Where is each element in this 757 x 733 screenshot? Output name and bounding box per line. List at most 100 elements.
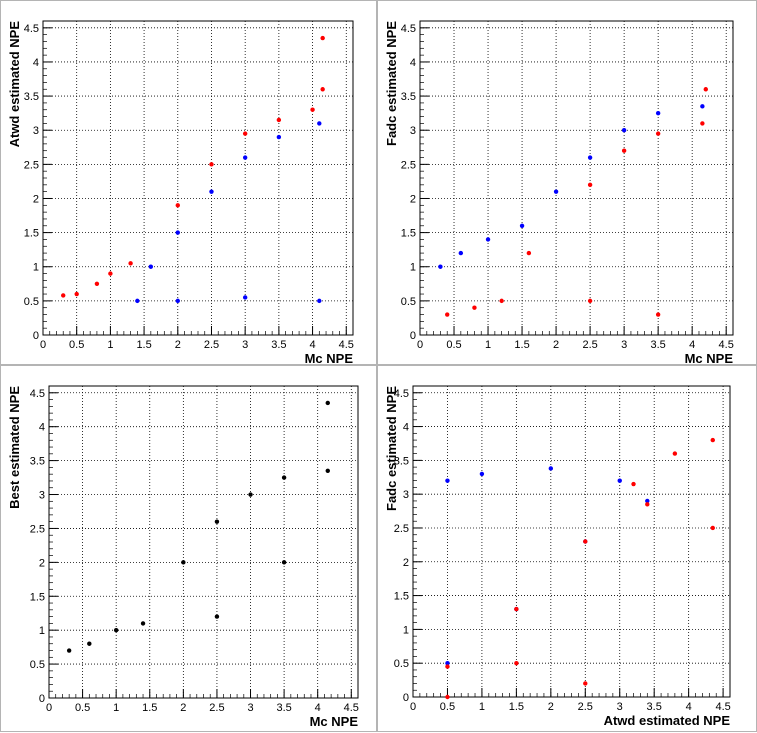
x-tick-label: 0.5 (440, 701, 455, 713)
data-point (281, 560, 287, 565)
data-point (276, 117, 282, 123)
y-axis-title: Atwd estimated NPE (7, 21, 22, 148)
data-point (514, 660, 519, 666)
data-point (87, 641, 92, 646)
x-axis-title: Atwd estimated NPE (604, 713, 731, 728)
data-point (248, 492, 253, 497)
data-point (242, 131, 248, 136)
x-tick-label: 1 (485, 339, 491, 351)
x-tick-label: 0 (46, 702, 52, 714)
y-tick-label: 0.5 (24, 296, 39, 308)
data-point (645, 502, 650, 507)
y-tick-label: 1 (39, 625, 45, 637)
x-tick-label: 0 (410, 701, 416, 713)
plot-frame (419, 20, 734, 336)
x-tick-label: 3 (247, 702, 253, 714)
data-point (458, 250, 464, 256)
y-tick-label: 3 (33, 125, 39, 137)
plot-frame (412, 385, 731, 698)
y-tick-label: 3.5 (24, 91, 39, 103)
data-point (317, 121, 322, 126)
data-point (587, 298, 593, 304)
data-point (548, 466, 554, 471)
plot-fadc-vs-mc: 0 0.5 1 1.5 2 2.5 3 3.5 4 4.5 0 0.5 1 1.5 2 2.5 3 3.5 4 4.5… (384, 20, 734, 366)
pad-best-vs-mc: 0 0.5 1 1.5 2 2.5 3 3.5 4 4.5 0 0.5 1 1.5 2 2.5 3 3.5 4 4.5… (0, 365, 377, 732)
data-point (703, 87, 708, 92)
data-point (135, 298, 140, 304)
y-tick-label: 0 (410, 330, 416, 342)
data-point (175, 298, 180, 304)
data-point (445, 660, 450, 666)
x-tick-label: 4 (315, 702, 321, 714)
y-tick-label: 2.5 (394, 523, 409, 535)
data-point (74, 291, 79, 297)
data-point (325, 468, 330, 473)
y-tick-label: 1 (410, 262, 416, 274)
y-axis-title: Fadc estimated NPE (384, 21, 399, 146)
data-point (209, 162, 214, 167)
y-tick-label: 4.5 (24, 23, 39, 35)
y-tick-label: 2 (410, 193, 416, 205)
x-tick-label: 0.5 (446, 339, 461, 351)
data-point (472, 305, 477, 310)
x-tick-label: 3.5 (271, 339, 286, 351)
data-point (553, 189, 559, 194)
data-point (181, 560, 186, 565)
x-axis-title: Mc NPE (685, 351, 734, 366)
y-tick-label: 2 (403, 557, 409, 569)
y-axis-title: Fadc estimated NPE (384, 386, 399, 511)
y-tick-label: 0.5 (394, 658, 409, 670)
y-tick-label: 4 (410, 57, 416, 69)
data-point (617, 478, 622, 483)
data-point (445, 694, 450, 700)
y-tick-label: 1.5 (394, 591, 409, 603)
data-point (631, 481, 636, 487)
data-point (514, 606, 519, 612)
data-point (485, 237, 491, 242)
data-point (672, 451, 678, 456)
data-point (700, 121, 705, 126)
pad-atwd-vs-mc: 0 0.5 1 1.5 2 2.5 3 3.5 4 4.5 0 0.5 1 1.5 2 2.5 3 3.5 4 4.5… (0, 0, 377, 366)
x-tick-label: 2.5 (204, 339, 219, 351)
plot-best-vs-mc: 0 0.5 1 1.5 2 2.5 3 3.5 4 4.5 0 0.5 1 1.5 2 2.5 3 3.5 4 4.5… (7, 385, 359, 729)
x-tick-label: 1.5 (509, 701, 524, 713)
x-tick-label: 1 (113, 702, 119, 714)
x-tick-label: 2 (548, 701, 554, 713)
data-point (587, 182, 593, 188)
x-tick-label: 4 (686, 701, 692, 713)
y-tick-label: 4 (403, 422, 409, 434)
x-tick-label: 0.5 (69, 339, 84, 351)
y-tick-label: 1.5 (30, 591, 45, 603)
pad-fadc-vs-atwd: 0 0.5 1 1.5 2 2.5 3 3.5 4 4.5 0 0.5 1 1.5 2 2.5 3 3.5 4 4.5… (377, 365, 757, 732)
pad-fadc-vs-mc: 0 0.5 1 1.5 2 2.5 3 3.5 4 4.5 0 0.5 1 1.5 2 2.5 3 3.5 4 4.5… (377, 0, 757, 366)
x-tick-label: 3 (621, 339, 627, 351)
data-point (317, 298, 322, 304)
y-tick-label: 3.5 (401, 91, 416, 103)
x-tick-label: 1.5 (514, 339, 529, 351)
data-point (710, 437, 715, 443)
data-point (214, 519, 220, 524)
data-point (276, 134, 282, 140)
y-tick-label: 4 (39, 422, 45, 434)
data-point (320, 35, 325, 41)
data-point (655, 110, 661, 116)
data-point (587, 155, 593, 160)
y-tick-label: 0.5 (401, 296, 416, 308)
x-tick-label: 3.5 (647, 701, 662, 713)
data-point (645, 498, 650, 504)
data-point (445, 312, 450, 317)
y-tick-label: 3.5 (30, 456, 45, 468)
x-tick-label: 4.5 (339, 339, 354, 351)
x-tick-label: 1.5 (142, 702, 157, 714)
y-tick-label: 2.5 (30, 523, 45, 535)
y-tick-label: 3 (39, 490, 45, 502)
x-tick-label: 4.5 (715, 701, 730, 713)
y-tick-label: 1.5 (401, 228, 416, 240)
x-tick-label: 0 (417, 339, 423, 351)
x-tick-label: 3.5 (276, 702, 291, 714)
y-tick-label: 4.5 (30, 388, 45, 400)
data-point (242, 295, 248, 300)
data-point (175, 230, 180, 235)
x-tick-label: 1.5 (136, 339, 151, 351)
x-tick-label: 3 (617, 701, 623, 713)
